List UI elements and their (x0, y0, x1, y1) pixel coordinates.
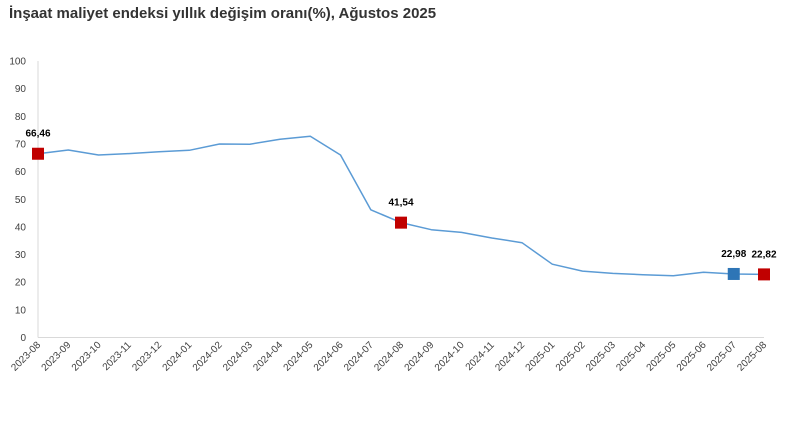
x-tick-label: 2024-06 (312, 340, 346, 374)
x-tick-label: 2025-06 (675, 340, 709, 374)
y-tick-label: 30 (15, 250, 27, 261)
x-tick-label: 2023-08 (9, 340, 43, 374)
x-tick-label: 2025-03 (584, 340, 618, 374)
y-tick-label: 40 (15, 222, 27, 233)
data-label: 66,46 (25, 129, 50, 140)
x-tick-label: 2025-01 (524, 340, 558, 374)
data-label: 22,98 (721, 249, 746, 260)
x-tick-label: 2023-11 (101, 340, 135, 374)
y-tick-label: 80 (15, 112, 27, 123)
y-tick-label: 10 (15, 305, 27, 316)
x-tick-label: 2023-10 (70, 340, 104, 374)
y-tick-label: 100 (9, 57, 26, 68)
data-point-marker (32, 147, 44, 160)
y-tick-label: 70 (15, 139, 27, 150)
y-tick-label: 0 (20, 333, 26, 344)
x-tick-label: 2024-07 (342, 340, 376, 374)
x-tick-label: 2023-12 (130, 340, 164, 374)
x-tick-label: 2024-09 (403, 340, 437, 374)
x-tick-label: 2025-05 (645, 340, 679, 374)
x-tick-label: 2024-10 (433, 340, 467, 374)
x-tick-label: 2025-04 (614, 340, 648, 374)
y-tick-label: 20 (15, 278, 27, 289)
x-tick-label: 2024-03 (221, 340, 255, 374)
x-tick-label: 2024-05 (282, 340, 316, 374)
y-tick-label: 50 (15, 195, 27, 206)
data-point-marker (395, 216, 407, 229)
data-label: 22,82 (751, 249, 776, 260)
y-tick-label: 60 (15, 167, 27, 178)
chart-title: İnşaat maliyet endeksi yıllık değişim or… (9, 5, 437, 22)
data-label: 41,54 (388, 198, 413, 209)
data-point-marker (758, 268, 770, 281)
x-tick-label: 2024-11 (464, 340, 498, 374)
x-tick-label: 2023-09 (40, 340, 74, 374)
x-tick-label: 2024-02 (191, 340, 225, 374)
x-tick-label: 2024-08 (372, 340, 406, 374)
x-tick-label: 2024-12 (493, 340, 527, 374)
y-tick-label: 90 (15, 84, 27, 95)
x-tick-label: 2025-02 (554, 340, 588, 374)
data-point-marker (727, 267, 740, 280)
x-tick-label: 2025-07 (705, 340, 739, 374)
x-tick-label: 2025-08 (735, 340, 769, 374)
x-tick-label: 2024-01 (161, 340, 195, 374)
x-tick-label: 2024-04 (251, 340, 285, 374)
